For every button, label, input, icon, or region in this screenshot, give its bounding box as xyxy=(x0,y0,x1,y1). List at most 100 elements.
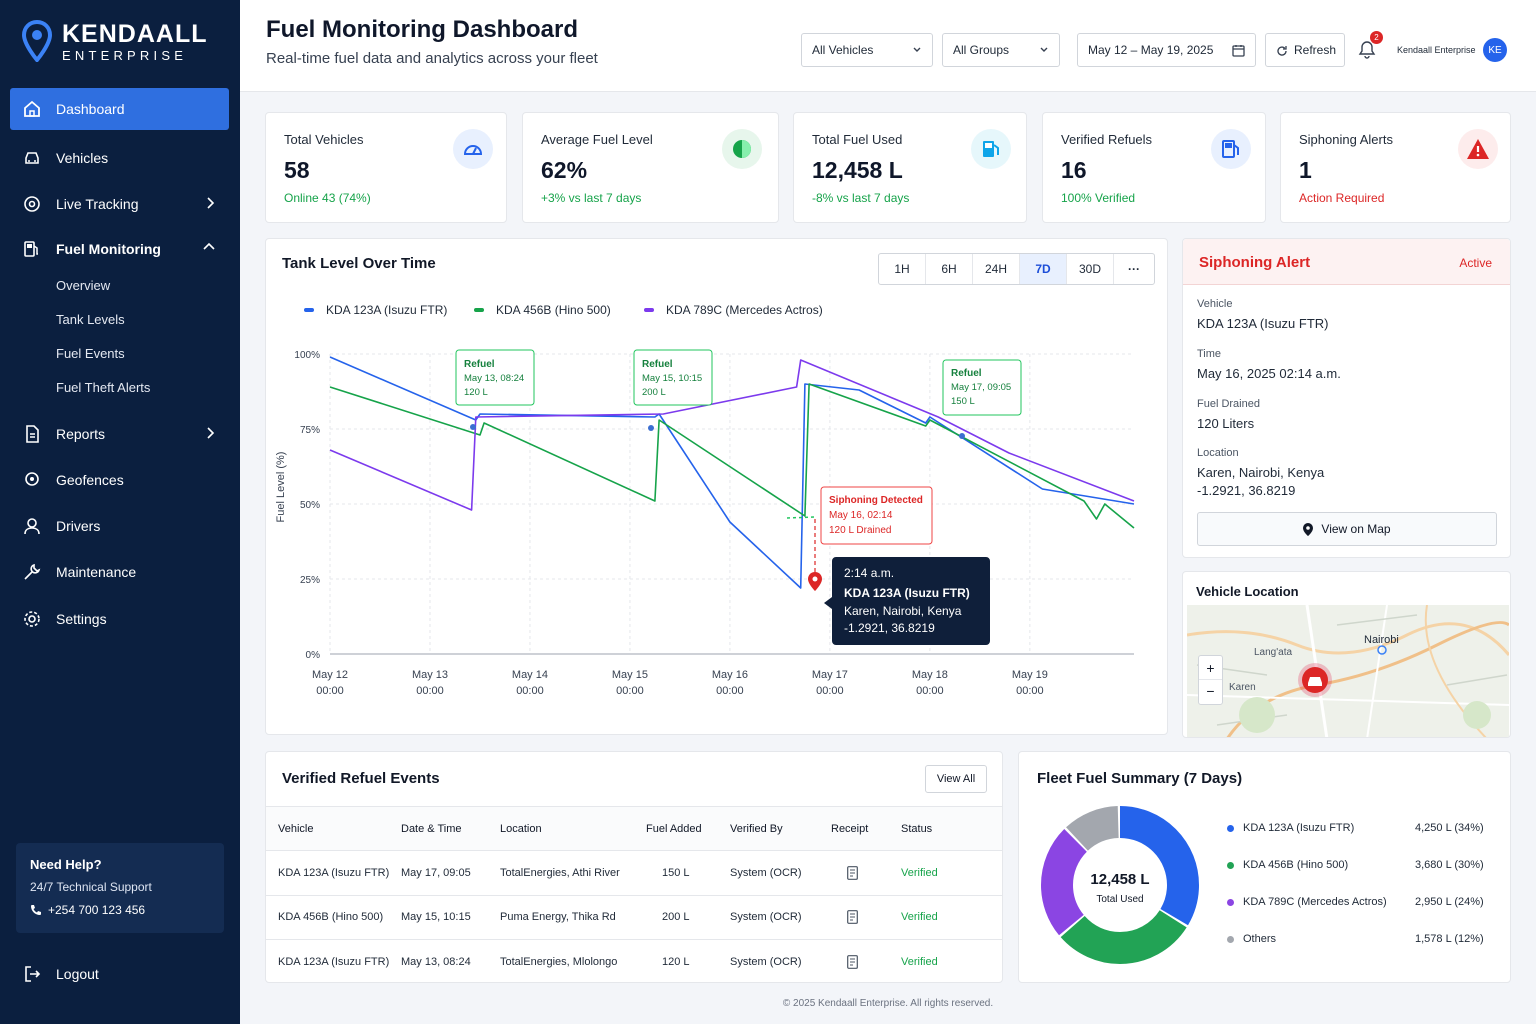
nav-drivers[interactable]: Drivers xyxy=(10,505,229,547)
alert-vehicle-label: Vehicle xyxy=(1197,298,1233,310)
siphon-annotation[interactable]: Siphoning Detected May 16, 02:14 120 L D… xyxy=(820,486,933,545)
avatar[interactable]: KE xyxy=(1483,38,1507,62)
tank-chart-title: Tank Level Over Time xyxy=(282,255,436,272)
x-tick-time: 00:00 xyxy=(916,685,944,697)
alert-time-value: May 16, 2025 02:14 a.m. xyxy=(1197,366,1341,381)
date-range-value: May 12 – May 19, 2025 xyxy=(1088,43,1214,57)
cell-verified-by: System (OCR) xyxy=(730,850,831,896)
refuel-3-marker xyxy=(959,433,965,439)
refresh-label: Refresh xyxy=(1294,43,1337,57)
refuel-annotation-3[interactable]: Refuel May 17, 09:05 150 L xyxy=(942,359,1022,439)
tooltip-time: 2:14 a.m. xyxy=(844,566,894,580)
receipt-icon[interactable] xyxy=(831,850,901,896)
refuel-annotation-2[interactable]: Refuel May 15, 10:15 200 L xyxy=(633,349,713,431)
nav-vehicles[interactable]: Vehicles xyxy=(10,137,229,179)
x-tick-time: 00:00 xyxy=(616,685,644,697)
alert-fuel-label: Fuel Drained xyxy=(1197,398,1260,410)
date-range-picker[interactable]: May 12 – May 19, 2025 xyxy=(1077,33,1256,67)
chevron-right-icon xyxy=(207,427,215,439)
table-row[interactable]: KDA 123A (Isuzu FTR) May 13, 08:24 Total… xyxy=(266,940,1002,983)
range-30d[interactable]: 30D xyxy=(1067,254,1114,284)
top-header: Fuel Monitoring Dashboard Real-time fuel… xyxy=(240,0,1536,92)
company-name[interactable]: Kendaall Enterprise xyxy=(1397,45,1476,55)
nav-reports[interactable]: Reports xyxy=(10,413,229,455)
zoom-out-button[interactable]: − xyxy=(1206,683,1215,699)
nav-logout[interactable]: Logout xyxy=(10,953,229,995)
nav-vehicles-label: Vehicles xyxy=(56,150,109,166)
vehicles-filter-select[interactable]: All Vehicles xyxy=(801,33,933,67)
stat-label: Total Vehicles xyxy=(284,132,364,147)
table-row[interactable]: KDA 123A (Isuzu FTR) May 17, 09:05 Total… xyxy=(266,850,1002,896)
series-line-1 xyxy=(329,356,1135,589)
stat-sub: 100% Verified xyxy=(1061,191,1136,205)
map-view[interactable]: Nairobi Lang'ata Karen xyxy=(1187,605,1509,738)
notifications-button[interactable]: 2 xyxy=(1358,31,1383,60)
nav-live-tracking[interactable]: Live Tracking xyxy=(10,183,229,225)
summary-title: Fleet Fuel Summary (7 Days) xyxy=(1037,770,1243,787)
location-pin-icon xyxy=(22,20,52,62)
range-24h[interactable]: 24H xyxy=(973,254,1020,284)
refuel-1-title: Refuel xyxy=(464,359,495,370)
cell-location: TotalEnergies, Mlolongo xyxy=(500,956,618,968)
nav-geofences[interactable]: Geofences xyxy=(10,459,229,501)
range-7d[interactable]: 7D xyxy=(1020,254,1067,284)
brand-subtitle: ENTERPRISE xyxy=(62,48,188,63)
receipt-icon[interactable] xyxy=(831,940,901,983)
view-on-map-button[interactable]: View on Map xyxy=(1197,512,1497,546)
car-icon xyxy=(22,148,42,168)
cell-date: May 13, 08:24 xyxy=(401,956,471,968)
gap-marker xyxy=(786,516,816,519)
footer: © 2025 Kendaall Enterprise. All rights r… xyxy=(782,998,994,1009)
cell-status: Verified xyxy=(901,895,1002,940)
vehicle-marker-icon[interactable] xyxy=(1298,663,1332,697)
x-tick-label: May 18 xyxy=(912,669,948,681)
tank-level-card: Tank Level Over Time 1H 6H 24H 7D 30D ··… xyxy=(265,238,1168,735)
alert-location-value: Karen, Nairobi, Kenya xyxy=(1197,465,1325,480)
col-vehicle: Vehicle xyxy=(266,806,401,851)
donut-slice-1[interactable] xyxy=(1041,806,1199,964)
donut-slices xyxy=(1041,806,1199,964)
sidebar: KENDAALL ENTERPRISE Dashboard Vehicles L… xyxy=(0,0,240,1024)
page-title: Fuel Monitoring Dashboard xyxy=(266,16,578,43)
groups-filter-select[interactable]: All Groups xyxy=(942,33,1060,67)
summary-item: KDA 456B (Hino 500) 3,680 L (30%) xyxy=(1227,859,1497,871)
col-receipt: Receipt xyxy=(831,806,901,851)
brand-logo[interactable]: KENDAALL ENTERPRISE xyxy=(22,18,232,68)
nav-maintenance[interactable]: Maintenance xyxy=(10,551,229,593)
alert-vehicle-value: KDA 123A (Isuzu FTR) xyxy=(1197,316,1329,331)
nav-dashboard[interactable]: Dashboard xyxy=(10,88,229,130)
nav-sub-fuel-theft-alerts[interactable]: Fuel Theft Alerts xyxy=(56,380,151,395)
summary-item-value: 4,250 L (34%) xyxy=(1415,822,1484,834)
view-all-button[interactable]: View All xyxy=(925,765,987,793)
nav-sub-tank-levels[interactable]: Tank Levels xyxy=(56,312,125,327)
y-tick-label: 100% xyxy=(294,350,320,361)
donut-slice-3[interactable] xyxy=(1041,806,1199,964)
refresh-button[interactable]: Refresh xyxy=(1265,33,1345,67)
nav-sub-overview[interactable]: Overview xyxy=(56,278,111,293)
nav-logout-label: Logout xyxy=(56,966,99,982)
donut-slice-2[interactable] xyxy=(1041,806,1199,964)
nav-drivers-label: Drivers xyxy=(56,518,101,534)
range-1h[interactable]: 1H xyxy=(879,254,926,284)
range-6h[interactable]: 6H xyxy=(926,254,973,284)
table-row[interactable]: KDA 456B (Hino 500) May 15, 10:15 Puma E… xyxy=(266,895,1002,940)
more-options-button[interactable]: ··· xyxy=(1128,262,1140,276)
stat-card-siphoning-alerts: Siphoning Alerts 1 Action Required xyxy=(1280,112,1511,223)
map-city-label: Nairobi xyxy=(1364,634,1399,646)
nav-fuel-monitoring[interactable]: Fuel Monitoring xyxy=(10,228,229,270)
geofence-icon xyxy=(22,470,42,490)
location-pin-icon[interactable] xyxy=(808,572,822,591)
y-tick-label: 75% xyxy=(300,425,320,436)
y-tick-label: 0% xyxy=(306,650,321,661)
summary-item-value: 1,578 L (12%) xyxy=(1415,933,1484,945)
receipt-icon[interactable] xyxy=(831,895,901,940)
refuel-annotation-1[interactable]: Refuel May 13, 08:24 120 L xyxy=(455,349,535,430)
vehicle-location-title: Vehicle Location xyxy=(1196,584,1299,599)
bell-icon xyxy=(1358,41,1376,59)
help-box: Need Help? 24/7 Technical Support +254 7… xyxy=(16,843,224,933)
zoom-in-button[interactable]: + xyxy=(1199,656,1222,680)
refuel-1-marker xyxy=(470,424,476,430)
help-phone[interactable]: +254 700 123 456 xyxy=(30,903,210,917)
nav-settings[interactable]: Settings xyxy=(10,598,229,640)
nav-sub-fuel-events[interactable]: Fuel Events xyxy=(56,346,125,361)
